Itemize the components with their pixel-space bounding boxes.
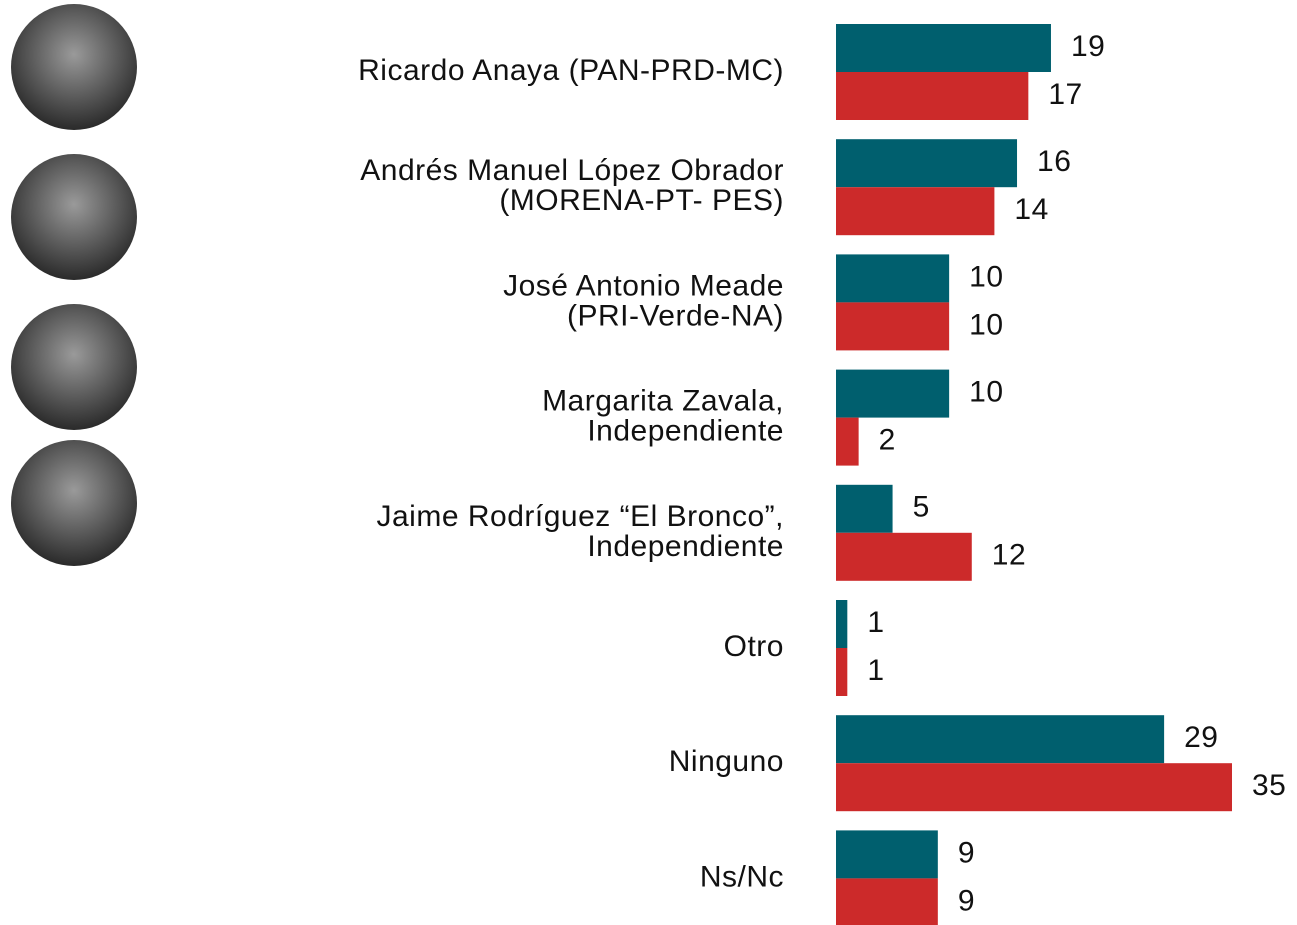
bar xyxy=(836,532,972,581)
portrait xyxy=(11,440,137,566)
value-label: 10 xyxy=(969,376,1003,409)
bar xyxy=(836,763,1232,812)
bar xyxy=(836,417,859,466)
category-label: Ricardo Anaya (PAN-PRD-MC) xyxy=(358,54,784,87)
portrait xyxy=(11,154,137,280)
bar xyxy=(836,24,1051,72)
bar xyxy=(836,830,938,879)
bar xyxy=(836,484,893,533)
bar xyxy=(836,600,848,648)
bar xyxy=(836,139,1018,188)
value-label: 10 xyxy=(969,308,1003,341)
bar xyxy=(836,187,995,236)
portraits xyxy=(11,4,137,566)
value-label: 12 xyxy=(992,539,1026,572)
value-label: 2 xyxy=(879,424,896,457)
value-label: 1 xyxy=(867,606,884,639)
portrait xyxy=(11,304,137,430)
category-label: Otro xyxy=(724,630,784,663)
bar xyxy=(836,369,950,418)
value-label: 14 xyxy=(1014,193,1048,226)
value-label: 35 xyxy=(1252,769,1286,802)
value-label: 10 xyxy=(969,260,1003,293)
portrait xyxy=(11,4,137,130)
category-label: Andrés Manuel López Obrador (MORENA-PT- P… xyxy=(360,154,784,217)
category-label: José Antonio Meade (PRI-Verde-NA) xyxy=(503,269,784,332)
bar xyxy=(836,715,1165,764)
value-label: 5 xyxy=(913,491,930,524)
value-label: 29 xyxy=(1184,721,1218,754)
bar xyxy=(836,302,950,351)
category-label: Jaime Rodríguez “El Bronco”, Independient… xyxy=(377,500,785,563)
category-label: Margarita Zavala, Independiente xyxy=(542,385,784,448)
value-label: 9 xyxy=(958,884,975,917)
category-label: Ninguno xyxy=(669,745,784,778)
bar xyxy=(836,254,950,303)
value-label: 9 xyxy=(958,836,975,869)
value-label: 19 xyxy=(1071,30,1105,63)
value-label: 16 xyxy=(1037,145,1071,178)
category-label: Ns/Nc xyxy=(700,860,784,893)
value-label: 17 xyxy=(1048,78,1082,111)
bar xyxy=(836,648,848,696)
bar xyxy=(836,72,1029,120)
value-label: 1 xyxy=(867,654,884,687)
bar xyxy=(836,878,938,925)
